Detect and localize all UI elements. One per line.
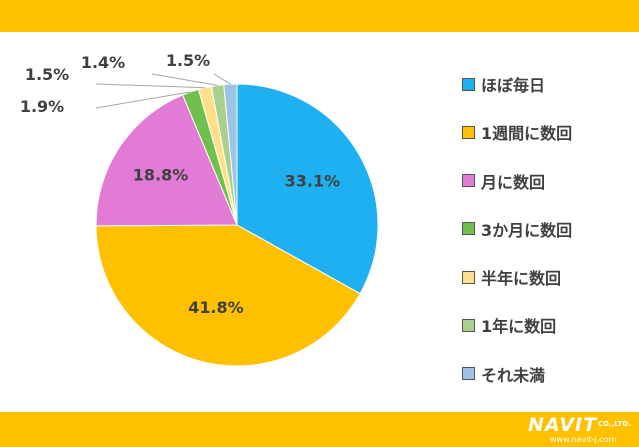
data-label-2: 41.8% [188, 298, 244, 317]
leader-line-5 [95, 83, 205, 89]
legend-item-6: 1年に数回 [462, 313, 632, 337]
legend-item-3: 月に数回 [462, 169, 632, 193]
legend-item-2: 1週間に数回 [462, 120, 632, 144]
data-label-5: 1.5% [25, 65, 69, 84]
legend-swatch [462, 125, 475, 139]
legend-swatch [462, 367, 475, 381]
legend-label: 月に数回 [481, 172, 546, 192]
legend-label: 3か月に数回 [481, 220, 573, 240]
logo-wordmark: NAVIT [528, 414, 598, 436]
pie-slice-2 [95, 224, 361, 367]
legend-label: それ未満 [481, 365, 546, 385]
legend-label: 半年に数回 [481, 269, 562, 289]
pie-slice-3 [95, 94, 238, 227]
data-label-4: 1.9% [20, 97, 64, 116]
legend-item-4: 3か月に数回 [462, 217, 632, 241]
leader-line-6 [151, 73, 218, 86]
logo-url: www.navit-j.com [550, 435, 617, 444]
legend-item-1: ほぼ毎日 [462, 72, 632, 96]
legend-label: ほぼ毎日 [481, 76, 546, 95]
legend-label: 1週間に数回 [481, 124, 573, 144]
top-band [0, 0, 639, 32]
legend-swatch [462, 318, 475, 332]
data-label-1: 33.1% [285, 172, 341, 191]
data-label-7: 1.5% [166, 51, 210, 70]
company-logo: NAVIT CO.,LTD. www.navit-j.com [528, 414, 636, 445]
legend-swatch [462, 77, 475, 91]
legend-item-5: 半年に数回 [462, 265, 632, 289]
data-label-3: 18.8% [133, 165, 189, 184]
pie-slice-7 [223, 83, 238, 226]
bottom-band [0, 412, 639, 447]
data-label-6: 1.4% [81, 53, 125, 72]
legend-label: 1年に数回 [481, 317, 557, 337]
logo-company-suffix: CO.,LTD. [598, 420, 631, 428]
leader-line-7 [213, 73, 231, 85]
pie-chart: 33.1% 41.8% 18.8% 1.9% 1.5% 1.4% 1.5% [20, 51, 379, 367]
leader-line-4 [95, 91, 191, 109]
legend-swatch [462, 174, 475, 188]
legend-item-7: それ未満 [462, 362, 632, 386]
pie-slice-1 [236, 83, 379, 295]
legend: ほぼ毎日 1週間に数回 月に数回 3か月に数回 半年に数回 1年に数回それ未満 [462, 72, 632, 410]
legend-swatch [462, 270, 475, 284]
legend-swatch [462, 222, 475, 236]
